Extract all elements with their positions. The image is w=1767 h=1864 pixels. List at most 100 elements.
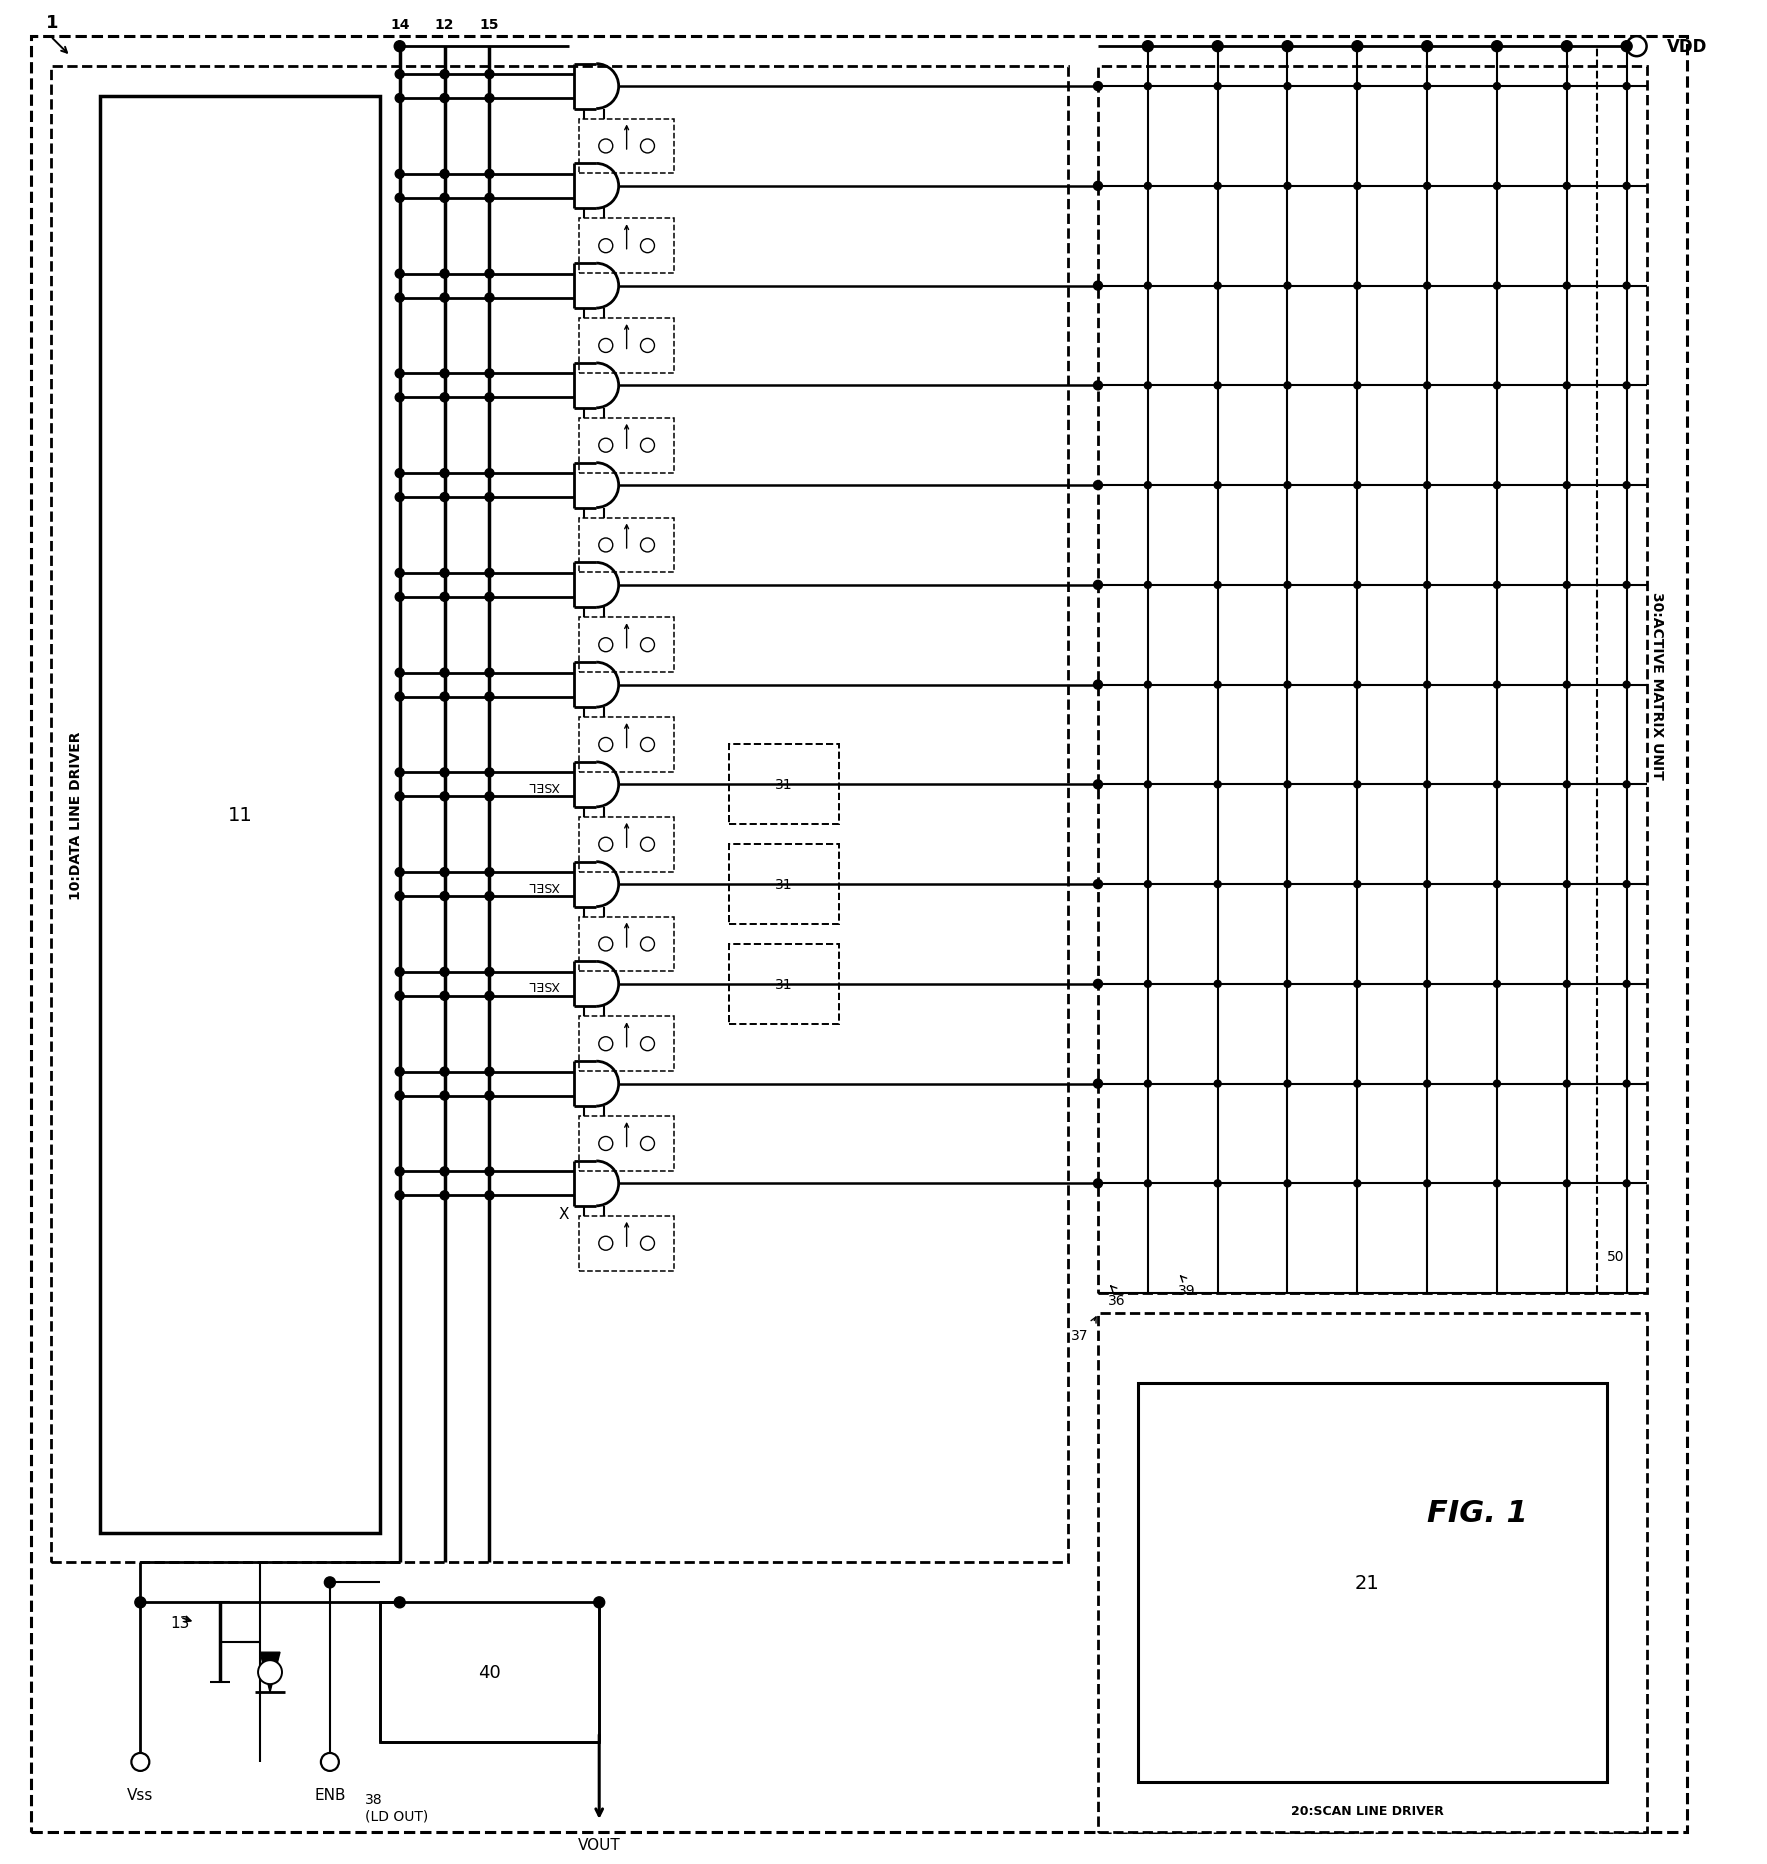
Circle shape [1354, 682, 1361, 688]
Circle shape [1354, 483, 1361, 490]
Circle shape [1493, 1081, 1500, 1087]
Text: 39: 39 [1179, 1284, 1196, 1297]
Circle shape [599, 1236, 613, 1251]
Circle shape [1354, 1081, 1361, 1087]
Circle shape [1145, 483, 1152, 490]
Circle shape [640, 738, 654, 751]
Circle shape [1285, 980, 1292, 988]
Bar [580, 319, 673, 373]
Text: 36: 36 [1108, 1294, 1126, 1307]
Circle shape [1094, 382, 1103, 391]
Circle shape [1285, 483, 1292, 490]
Circle shape [1094, 82, 1103, 91]
Circle shape [1094, 781, 1103, 790]
Circle shape [1094, 183, 1103, 192]
Circle shape [1424, 84, 1431, 91]
Circle shape [1424, 283, 1431, 291]
Circle shape [1564, 382, 1571, 390]
Text: X: X [558, 1206, 569, 1221]
Bar [51, 67, 1067, 1562]
Circle shape [599, 240, 613, 254]
Circle shape [131, 1752, 150, 1771]
Circle shape [1564, 283, 1571, 291]
Circle shape [1145, 1180, 1152, 1187]
Bar [1097, 1314, 1647, 1832]
Circle shape [1354, 84, 1361, 91]
Circle shape [322, 1752, 339, 1771]
Circle shape [1564, 1081, 1571, 1087]
Text: 15: 15 [479, 19, 500, 32]
Text: 1: 1 [46, 15, 58, 32]
Circle shape [640, 938, 654, 951]
Circle shape [440, 593, 449, 602]
Circle shape [1493, 582, 1500, 589]
Circle shape [396, 1092, 405, 1100]
Circle shape [1354, 283, 1361, 291]
Circle shape [1285, 582, 1292, 589]
Circle shape [1352, 41, 1362, 52]
Circle shape [1214, 781, 1221, 788]
Circle shape [440, 792, 449, 802]
Circle shape [1424, 781, 1431, 788]
Circle shape [640, 539, 654, 552]
Circle shape [484, 470, 495, 479]
Circle shape [396, 270, 405, 280]
Circle shape [1214, 183, 1221, 190]
Circle shape [1424, 1081, 1431, 1087]
Circle shape [484, 194, 495, 203]
Circle shape [440, 967, 449, 977]
Circle shape [1094, 1079, 1103, 1089]
Circle shape [258, 1661, 283, 1685]
Bar [380, 1603, 599, 1743]
Text: VDD: VDD [1666, 37, 1707, 56]
Circle shape [1624, 781, 1631, 788]
Circle shape [1285, 382, 1292, 390]
Circle shape [440, 893, 449, 900]
Bar [580, 917, 673, 971]
Circle shape [1493, 382, 1500, 390]
Circle shape [1285, 682, 1292, 688]
Circle shape [396, 1191, 405, 1200]
Circle shape [640, 440, 654, 453]
Text: XSEL: XSEL [528, 979, 560, 992]
Circle shape [1354, 382, 1361, 390]
Circle shape [484, 693, 495, 701]
Circle shape [1493, 682, 1500, 688]
Circle shape [440, 295, 449, 304]
Circle shape [484, 369, 495, 378]
Circle shape [640, 1137, 654, 1150]
Text: 31: 31 [776, 777, 793, 792]
Circle shape [640, 140, 654, 155]
Circle shape [1564, 582, 1571, 589]
Circle shape [484, 71, 495, 80]
Circle shape [1624, 483, 1631, 490]
Circle shape [484, 669, 495, 678]
Circle shape [396, 494, 405, 501]
Circle shape [1145, 582, 1152, 589]
Circle shape [396, 593, 405, 602]
Circle shape [1624, 183, 1631, 190]
Bar [580, 1215, 673, 1271]
Circle shape [1564, 980, 1571, 988]
Circle shape [1141, 41, 1154, 52]
Circle shape [484, 768, 495, 777]
Circle shape [1145, 283, 1152, 291]
Circle shape [1424, 682, 1431, 688]
Circle shape [640, 1036, 654, 1051]
Circle shape [640, 637, 654, 652]
Circle shape [1624, 582, 1631, 589]
Circle shape [1283, 41, 1293, 52]
Circle shape [484, 1092, 495, 1100]
Circle shape [440, 669, 449, 678]
Circle shape [1624, 980, 1631, 988]
Circle shape [1624, 1081, 1631, 1087]
Circle shape [1214, 483, 1221, 490]
Circle shape [1285, 84, 1292, 91]
Circle shape [440, 992, 449, 1001]
Circle shape [1493, 1180, 1500, 1187]
Circle shape [1285, 781, 1292, 788]
Circle shape [1424, 582, 1431, 589]
Text: 14: 14 [391, 19, 410, 32]
Circle shape [640, 1236, 654, 1251]
Circle shape [1564, 183, 1571, 190]
